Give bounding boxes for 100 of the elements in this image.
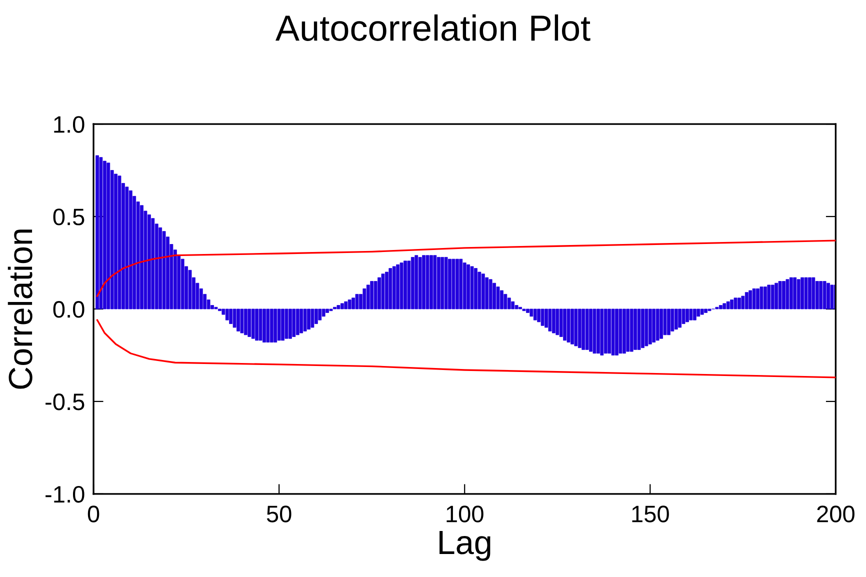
bar <box>540 308 544 326</box>
bar <box>592 308 596 354</box>
bar <box>96 155 99 310</box>
bar <box>162 231 166 310</box>
bar <box>611 308 615 356</box>
bar <box>622 308 626 354</box>
bar <box>118 176 122 310</box>
bar <box>634 308 637 350</box>
bar <box>563 308 566 341</box>
bar <box>388 268 392 310</box>
bar <box>585 308 589 350</box>
bar <box>648 308 652 344</box>
bar <box>281 308 284 341</box>
bar <box>504 294 508 310</box>
bar <box>414 255 418 310</box>
bar <box>626 308 630 352</box>
bar <box>778 281 782 310</box>
bar <box>481 274 485 310</box>
y-axis-title: Correlation <box>8 230 32 389</box>
bar <box>796 279 800 310</box>
bar <box>244 308 248 336</box>
bar <box>470 266 474 310</box>
bar <box>630 308 634 352</box>
bar <box>303 308 307 332</box>
bar <box>826 282 830 310</box>
bar <box>537 308 541 322</box>
bar <box>644 308 648 346</box>
bar <box>452 258 456 310</box>
bar <box>533 308 537 320</box>
bar <box>530 308 534 317</box>
bar <box>262 308 266 342</box>
bar <box>700 308 704 315</box>
bar <box>370 281 374 310</box>
bar <box>418 256 422 310</box>
bar <box>815 281 819 310</box>
bar <box>670 308 674 332</box>
bar <box>270 308 274 342</box>
bar <box>692 308 696 320</box>
bar <box>277 308 281 341</box>
bar <box>366 284 370 310</box>
bar <box>274 308 278 342</box>
bar <box>566 308 570 342</box>
bar <box>300 308 304 334</box>
bar <box>188 270 192 310</box>
y-tick-label: -1.0 <box>46 486 84 503</box>
bar <box>362 288 366 310</box>
bar <box>384 272 388 310</box>
bar <box>822 281 826 310</box>
bar <box>236 308 240 332</box>
bar <box>800 277 804 310</box>
bar <box>322 308 326 317</box>
bar <box>752 288 756 310</box>
bar <box>248 308 252 337</box>
bar <box>678 308 682 328</box>
bar <box>637 308 641 350</box>
bar <box>789 277 793 310</box>
bar <box>466 264 470 310</box>
bar <box>352 298 355 310</box>
bar <box>410 256 414 310</box>
bar <box>618 308 622 354</box>
bar <box>151 218 155 310</box>
y-tick-label: -0.5 <box>46 394 84 410</box>
bar <box>348 300 352 310</box>
bar <box>696 308 700 317</box>
bar <box>526 308 530 313</box>
bar <box>786 279 790 310</box>
bar <box>340 303 344 310</box>
bar <box>763 286 767 310</box>
x-tick-label: 100 <box>446 506 484 522</box>
bar <box>726 301 730 310</box>
bar <box>760 286 764 310</box>
chart-title: Autocorrelation Plot <box>276 14 590 41</box>
bar <box>344 301 348 310</box>
bar <box>407 260 411 310</box>
bar <box>819 281 823 310</box>
bar <box>392 266 396 310</box>
bar <box>422 255 426 310</box>
bar <box>730 300 734 310</box>
bar <box>478 272 482 310</box>
bar <box>682 308 686 324</box>
bar <box>570 308 574 344</box>
bar <box>741 296 745 310</box>
bar <box>704 308 708 313</box>
bar <box>284 308 288 339</box>
bar <box>158 227 162 310</box>
bar <box>578 308 582 348</box>
bar <box>288 308 292 339</box>
bar <box>793 277 797 310</box>
bar <box>830 284 834 310</box>
bar <box>812 277 816 310</box>
bar <box>296 308 300 336</box>
y-tick-label: 1.0 <box>54 116 84 133</box>
bar <box>318 308 322 320</box>
x-tick-label: 50 <box>266 506 292 522</box>
bar <box>804 277 808 310</box>
bar <box>663 308 667 336</box>
bar <box>255 308 258 341</box>
x-axis-title: Lag <box>440 531 490 561</box>
bar <box>782 281 786 310</box>
bar <box>232 308 236 328</box>
